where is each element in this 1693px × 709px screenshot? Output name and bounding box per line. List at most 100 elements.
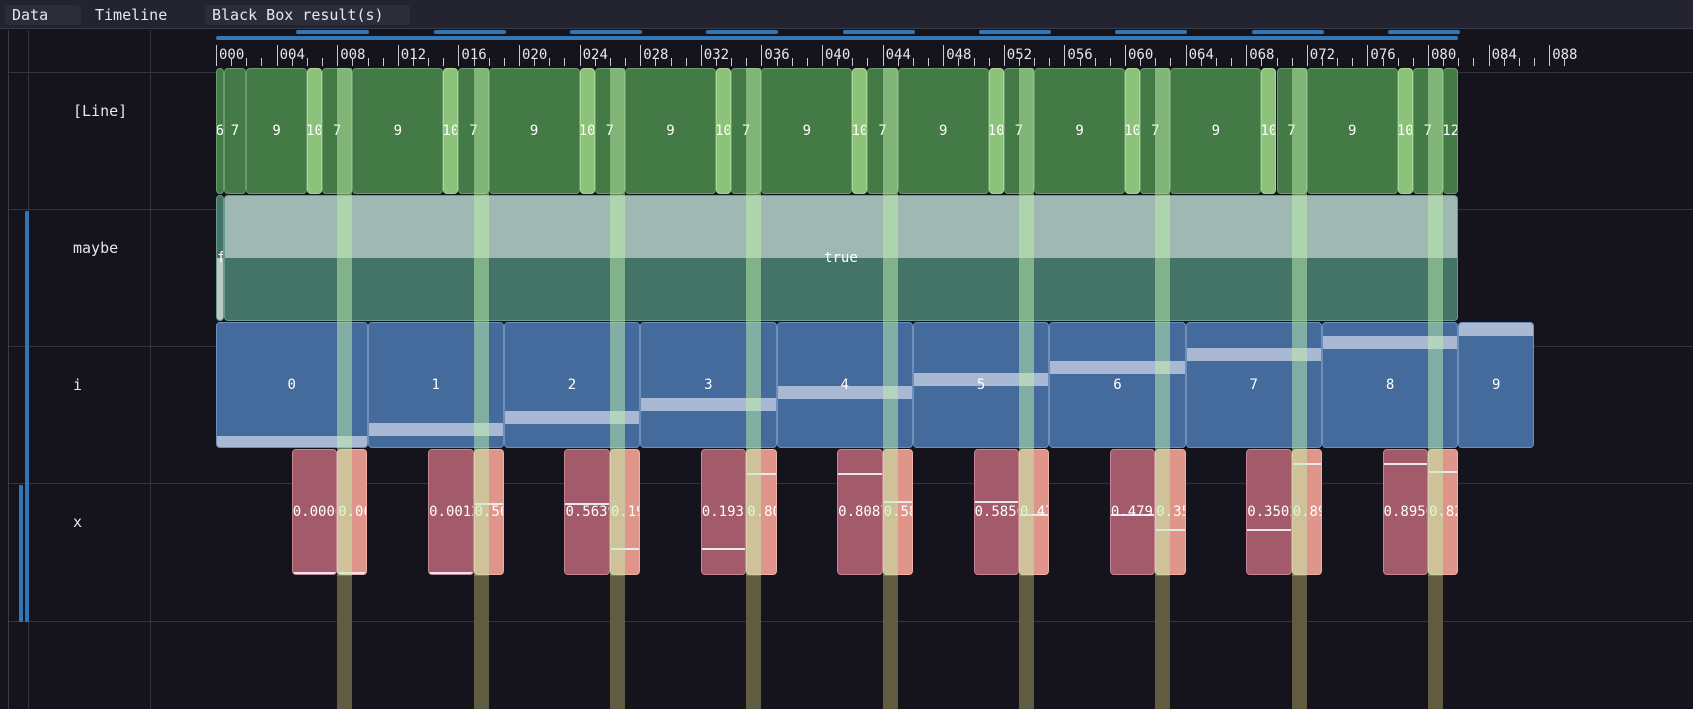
i-cell[interactable]: 7 bbox=[1185, 322, 1322, 448]
tab-timeline[interactable]: Timeline bbox=[95, 6, 168, 24]
x-cell[interactable]: 0.1933 bbox=[700, 449, 747, 575]
line-cell[interactable]: 10 bbox=[579, 68, 595, 194]
time-ruler[interactable]: 000 004 008 012 016 020 024 028 032 036 040 044 048 0… bbox=[9, 30, 1693, 70]
tab-data[interactable]: Data bbox=[5, 5, 81, 25]
line-cell[interactable]: 9 bbox=[1306, 68, 1398, 194]
line-cell[interactable]: 7 bbox=[1412, 68, 1444, 194]
line-cell[interactable]: 9 bbox=[246, 68, 307, 194]
value-marker bbox=[883, 500, 912, 503]
ruler-minor-tick bbox=[443, 58, 445, 66]
x-cell[interactable]: 0.4791 bbox=[1109, 449, 1156, 575]
line-cell[interactable]: 9 bbox=[1034, 68, 1125, 194]
line-cell[interactable]: 7 bbox=[458, 68, 489, 194]
ruler-minor-tick bbox=[746, 58, 748, 66]
i-cell[interactable]: 6 bbox=[1049, 322, 1186, 448]
line-cell[interactable]: 7 bbox=[731, 68, 762, 194]
line-cell[interactable]: 7 bbox=[322, 68, 353, 194]
value-marker bbox=[701, 548, 746, 551]
line-cell[interactable]: 7 bbox=[867, 68, 898, 194]
line-cell[interactable]: 10 bbox=[852, 68, 868, 194]
cell-label: 0.4791 bbox=[1019, 504, 1048, 520]
i-cell[interactable]: 3 bbox=[640, 322, 777, 448]
maybe-cell[interactable]: true bbox=[223, 195, 1459, 321]
i-cell[interactable]: 0 bbox=[216, 322, 368, 448]
x-cell[interactable]: 0.8087 bbox=[837, 449, 883, 575]
line-cell[interactable]: 10 bbox=[443, 68, 459, 194]
x-cell[interactable]: 0.5639 bbox=[564, 449, 610, 575]
i-cell[interactable]: 8 bbox=[1321, 322, 1459, 448]
x-cell[interactable]: 0.5639 bbox=[473, 449, 504, 575]
cell-label: 7 bbox=[605, 123, 615, 139]
line-cell[interactable]: 7 bbox=[1276, 68, 1307, 194]
x-cell[interactable]: 0.3502 bbox=[1155, 449, 1186, 575]
line-cell[interactable]: 7 bbox=[1140, 68, 1171, 194]
value-marker bbox=[747, 473, 776, 476]
x-cell[interactable]: 0.3502 bbox=[1246, 449, 1292, 575]
ruler-major-tick bbox=[397, 45, 399, 66]
ruler-minor-tick bbox=[1503, 58, 1505, 66]
x-cell[interactable]: 0.1933 bbox=[609, 449, 641, 575]
ruler-minor-tick bbox=[912, 58, 914, 66]
cell-label: 7 bbox=[878, 123, 887, 139]
ruler-tick-label: 072 bbox=[1309, 47, 1336, 63]
ruler-major-tick bbox=[579, 45, 581, 66]
line-cell[interactable]: 7 bbox=[223, 68, 247, 194]
grid-line bbox=[150, 30, 151, 709]
i-cell[interactable]: 2 bbox=[503, 322, 641, 448]
value-marker bbox=[1247, 529, 1291, 532]
line-cell[interactable]: 9 bbox=[352, 68, 444, 194]
ruler-minor-tick bbox=[897, 58, 899, 66]
x-cell[interactable]: 0.0012 bbox=[428, 449, 474, 575]
line-cell[interactable]: 10 bbox=[1397, 68, 1413, 194]
cell-label: 0.8257 bbox=[1429, 504, 1457, 520]
x-cell[interactable]: 0.8257 bbox=[1428, 449, 1459, 575]
line-cell[interactable]: 7 bbox=[594, 68, 626, 194]
i-cell[interactable]: 5 bbox=[912, 322, 1050, 448]
line-cell[interactable]: 9 bbox=[625, 68, 716, 194]
line-cell[interactable]: 12 bbox=[1443, 68, 1459, 194]
time-scrubber-bar[interactable] bbox=[216, 36, 1459, 40]
x-cell[interactable]: 0.8087 bbox=[746, 449, 777, 575]
cell-label: 0.8087 bbox=[838, 504, 881, 520]
value-fill bbox=[224, 196, 1458, 258]
line-cell[interactable]: 7 bbox=[1003, 68, 1035, 194]
cell-label: 0.0012 bbox=[338, 504, 366, 520]
line-cell[interactable]: 10 bbox=[306, 68, 323, 194]
line-cell[interactable]: 10 bbox=[1261, 68, 1277, 194]
value-marker bbox=[974, 500, 1018, 503]
value-marker bbox=[1292, 462, 1321, 465]
x-cell[interactable]: 0.4791 bbox=[1018, 449, 1050, 575]
group-bar-inner[interactable] bbox=[19, 485, 23, 622]
value-marker bbox=[641, 398, 776, 412]
i-cell[interactable]: 1 bbox=[367, 322, 504, 448]
ruler-minor-tick bbox=[1079, 58, 1081, 66]
highlight-stripe-bottom bbox=[1018, 576, 1035, 709]
tab-black-box-results[interactable]: Black Box result(s) bbox=[205, 5, 410, 25]
line-cell[interactable]: 6 bbox=[216, 68, 224, 194]
i-cell[interactable]: 4 bbox=[776, 322, 913, 448]
line-cell[interactable]: 9 bbox=[761, 68, 853, 194]
cell-label: 7 bbox=[230, 123, 240, 139]
ruler-minor-tick bbox=[246, 58, 248, 66]
ruler-minor-tick bbox=[1518, 58, 1520, 66]
ruler-major-tick bbox=[1125, 45, 1126, 66]
line-cell[interactable]: 10 bbox=[988, 68, 1004, 194]
x-cell[interactable]: 0.0012 bbox=[337, 449, 368, 575]
line-cell[interactable]: 10 bbox=[1125, 68, 1141, 194]
i-cell[interactable]: 9 bbox=[1458, 322, 1535, 448]
line-cell[interactable]: 9 bbox=[897, 68, 989, 194]
line-cell[interactable]: 9 bbox=[1170, 68, 1262, 194]
group-bar-outer[interactable] bbox=[25, 211, 29, 622]
ruler-tick-label: 048 bbox=[946, 47, 972, 63]
line-cell[interactable]: 9 bbox=[488, 68, 580, 194]
line-cell[interactable]: 10 bbox=[715, 68, 732, 194]
value-marker bbox=[1383, 462, 1427, 465]
maybe-cell[interactable]: false bbox=[216, 195, 224, 321]
